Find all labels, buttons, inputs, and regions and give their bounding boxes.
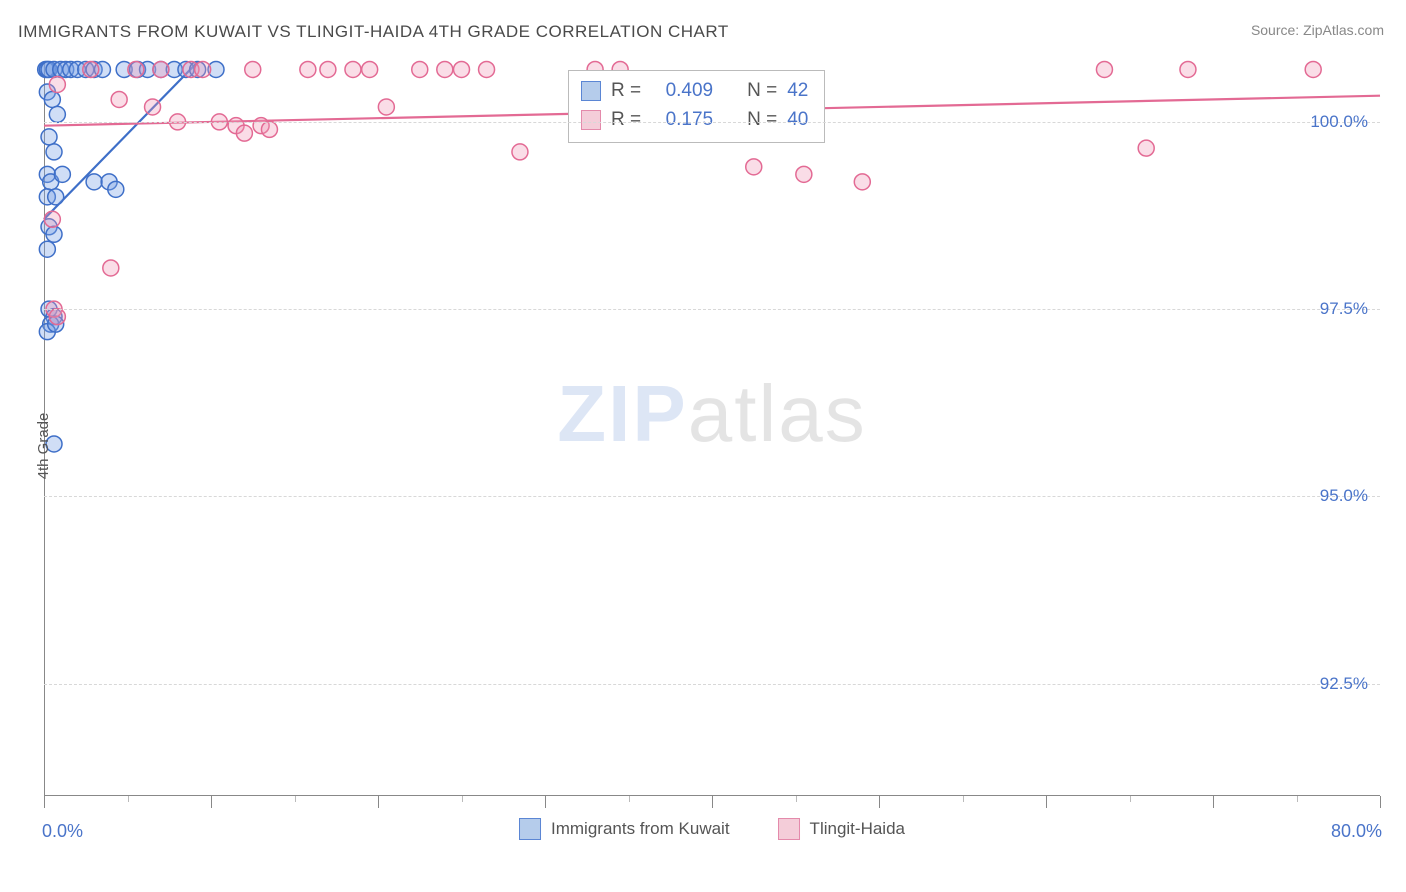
point-tlingit xyxy=(479,61,495,77)
stat-row-tlingit: R = 0.175 N = 40 xyxy=(581,106,808,135)
stat-N-label: N = xyxy=(747,77,777,106)
series-legend: Immigrants from Kuwait Tlingit-Haida xyxy=(519,818,905,840)
point-tlingit xyxy=(854,174,870,190)
point-tlingit xyxy=(1180,61,1196,77)
scatter-svg xyxy=(44,62,1380,796)
point-tlingit xyxy=(362,61,378,77)
stat-swatch-kuwait xyxy=(581,81,601,101)
stat-R-value: 0.175 xyxy=(651,106,713,135)
point-tlingit xyxy=(320,61,336,77)
point-tlingit xyxy=(512,144,528,160)
stat-N-label: N = xyxy=(747,106,777,135)
y-tick-label: 97.5% xyxy=(1320,299,1368,319)
x-tick-major xyxy=(1046,796,1047,808)
x-tick-minor xyxy=(128,796,129,802)
stat-swatch-tlingit xyxy=(581,110,601,130)
point-kuwait xyxy=(48,189,64,205)
x-tick-major xyxy=(1213,796,1214,808)
point-tlingit xyxy=(1096,61,1112,77)
stat-R-label: R = xyxy=(611,106,641,135)
gridline xyxy=(44,684,1380,685)
point-tlingit xyxy=(44,211,60,227)
point-tlingit xyxy=(300,61,316,77)
chart-area: ZIPatlas R =0.409N =42R =0.175N =40 Immi… xyxy=(44,62,1380,796)
x-tick-major xyxy=(712,796,713,808)
x-tick-label: 0.0% xyxy=(42,821,83,842)
correlation-legend-box: R = 0.409 N = 42 R = 0.175 N = 40 xyxy=(568,70,825,143)
point-tlingit xyxy=(378,99,394,115)
stat-N-value: 42 xyxy=(787,77,808,106)
point-tlingit xyxy=(1138,140,1154,156)
point-kuwait xyxy=(41,129,57,145)
point-tlingit xyxy=(412,61,428,77)
stat-R-label: R = xyxy=(611,77,641,106)
gridline xyxy=(44,496,1380,497)
y-axis-label: 4th Grade xyxy=(35,413,52,480)
x-tick-label: 80.0% xyxy=(1331,821,1382,842)
point-kuwait xyxy=(46,144,62,160)
point-tlingit xyxy=(111,91,127,107)
point-tlingit xyxy=(128,61,144,77)
x-tick-minor xyxy=(462,796,463,802)
x-tick-minor xyxy=(796,796,797,802)
x-tick-major xyxy=(1380,796,1381,808)
y-tick-label: 92.5% xyxy=(1320,674,1368,694)
stat-R-value: 0.409 xyxy=(651,77,713,106)
stat-N-value: 40 xyxy=(787,106,808,135)
x-tick-major xyxy=(378,796,379,808)
point-tlingit xyxy=(796,166,812,182)
point-kuwait xyxy=(54,166,70,182)
point-tlingit xyxy=(437,61,453,77)
x-tick-minor xyxy=(1130,796,1131,802)
point-tlingit xyxy=(345,61,361,77)
point-tlingit xyxy=(145,99,161,115)
point-tlingit xyxy=(83,61,99,77)
y-tick-label: 100.0% xyxy=(1310,112,1368,132)
x-tick-minor xyxy=(1297,796,1298,802)
legend-label-kuwait: Immigrants from Kuwait xyxy=(551,819,730,839)
gridline xyxy=(44,122,1380,123)
x-tick-major xyxy=(44,796,45,808)
point-kuwait xyxy=(108,181,124,197)
stat-row-kuwait: R = 0.409 N = 42 xyxy=(581,77,808,106)
legend-label-tlingit: Tlingit-Haida xyxy=(810,819,905,839)
point-tlingit xyxy=(746,159,762,175)
legend-swatch-tlingit xyxy=(778,818,800,840)
point-tlingit xyxy=(49,309,65,325)
point-kuwait xyxy=(44,91,60,107)
y-tick-label: 95.0% xyxy=(1320,486,1368,506)
point-tlingit xyxy=(153,61,169,77)
source-attribution: Source: ZipAtlas.com xyxy=(1251,22,1384,38)
point-tlingit xyxy=(195,61,211,77)
legend-swatch-kuwait xyxy=(519,818,541,840)
x-tick-minor xyxy=(629,796,630,802)
legend-item-kuwait: Immigrants from Kuwait xyxy=(519,818,730,840)
legend-item-tlingit: Tlingit-Haida xyxy=(778,818,905,840)
point-kuwait xyxy=(49,106,65,122)
x-tick-major xyxy=(211,796,212,808)
point-kuwait xyxy=(86,174,102,190)
x-tick-major xyxy=(545,796,546,808)
point-tlingit xyxy=(49,76,65,92)
chart-title: IMMIGRANTS FROM KUWAIT VS TLINGIT-HAIDA … xyxy=(18,22,729,42)
point-tlingit xyxy=(1305,61,1321,77)
point-tlingit xyxy=(103,260,119,276)
point-tlingit xyxy=(454,61,470,77)
point-tlingit xyxy=(236,125,252,141)
point-kuwait xyxy=(46,226,62,242)
point-tlingit xyxy=(245,61,261,77)
x-tick-minor xyxy=(963,796,964,802)
x-tick-major xyxy=(879,796,880,808)
x-tick-minor xyxy=(295,796,296,802)
point-kuwait xyxy=(39,241,55,257)
gridline xyxy=(44,309,1380,310)
point-tlingit xyxy=(261,121,277,137)
